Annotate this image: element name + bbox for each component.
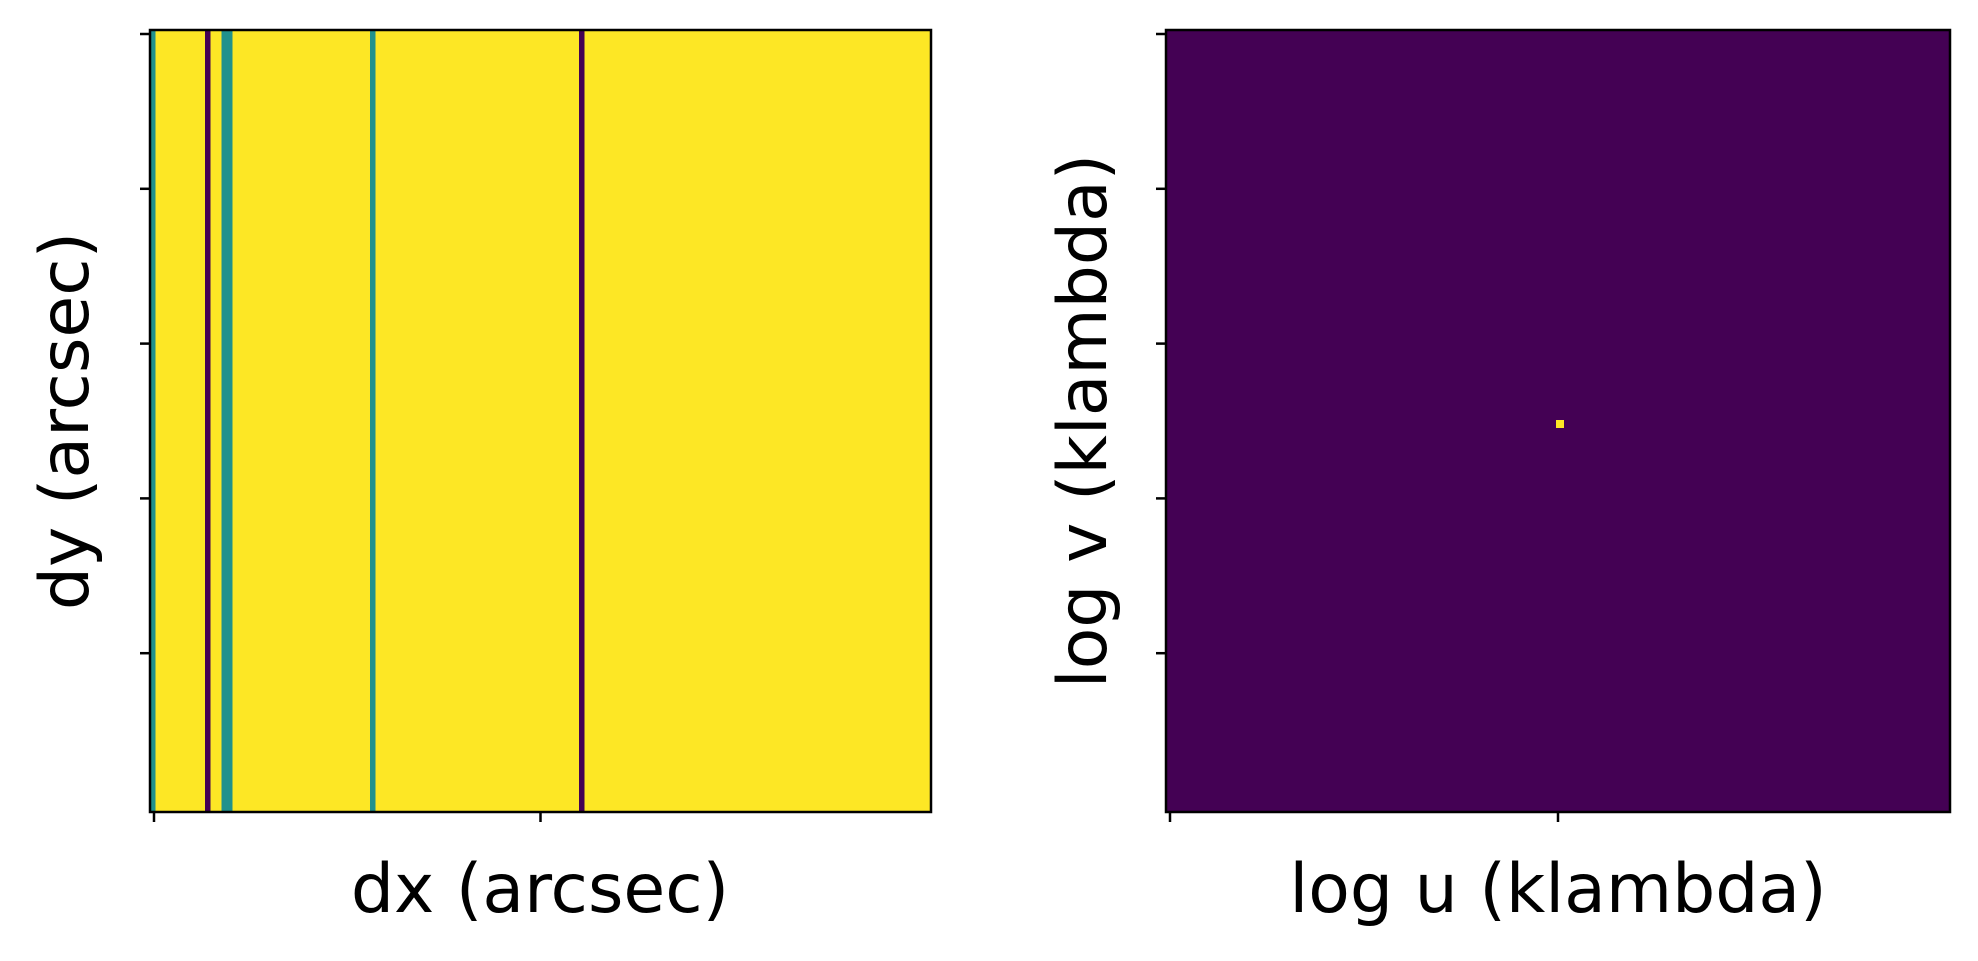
stripe-band [210, 30, 222, 812]
stripe-band [155, 30, 206, 812]
stripe-band [205, 30, 211, 812]
y-axis-label-left: dy (arcsec) [26, 232, 105, 610]
stripe-band [584, 30, 932, 812]
tick-marks-right [1156, 32, 1560, 822]
tick-marks-left [140, 32, 542, 822]
stripe-band [375, 30, 580, 812]
stripe-band [150, 30, 156, 812]
x-axis-label-right: log u (klambda) [1289, 850, 1826, 929]
stripe-band [370, 30, 376, 812]
image-panel-left: dx (arcsec) dy (arcsec) [26, 28, 933, 929]
x-axis-label-left: dx (arcsec) [351, 850, 729, 929]
stripe-band [232, 30, 371, 812]
y-axis-label-right: log v (klambda) [1044, 154, 1123, 688]
image-panel-right: log u (klambda) log v (klambda) [1044, 28, 1952, 929]
stripe-image [150, 30, 932, 812]
stripe-band [579, 30, 585, 812]
uv-center-peak [1556, 420, 1564, 428]
stripe-band [221, 30, 233, 812]
